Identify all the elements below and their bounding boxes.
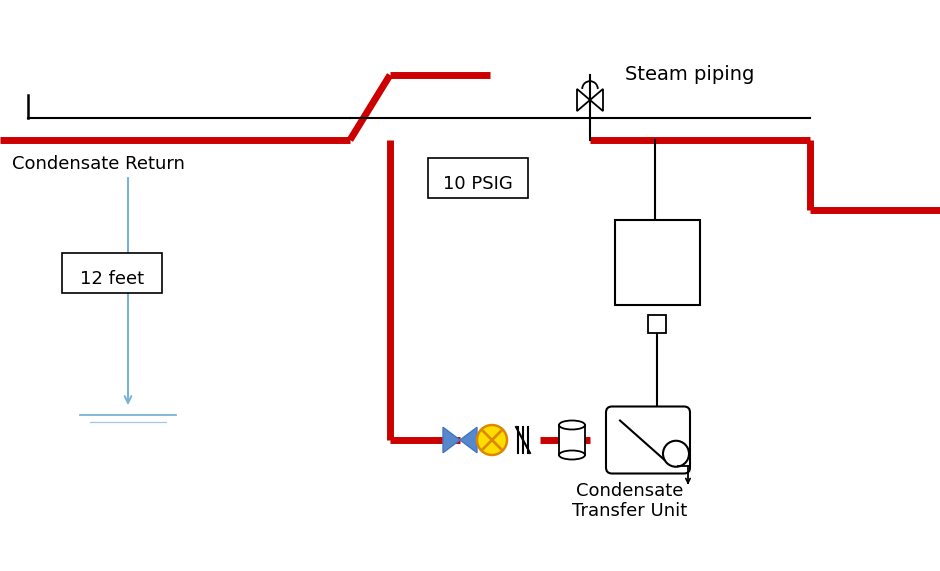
Bar [428, 158, 528, 198]
Text: Condensate Return: Condensate Return [12, 155, 185, 173]
Text: Steam piping: Steam piping [625, 65, 755, 84]
Polygon shape [460, 427, 477, 453]
Bar [62, 253, 162, 293]
Text: Transfer Unit: Transfer Unit [572, 502, 688, 520]
Text: 12 feet: 12 feet [80, 270, 144, 288]
Text: Condensate: Condensate [576, 482, 683, 500]
Polygon shape [590, 89, 603, 111]
FancyBboxPatch shape [606, 407, 690, 473]
Bar [615, 220, 700, 305]
Polygon shape [443, 427, 460, 453]
Ellipse shape [559, 420, 585, 429]
Text: 10 PSIG: 10 PSIG [443, 175, 513, 193]
Circle shape [663, 441, 689, 467]
Bar [648, 315, 666, 333]
Polygon shape [577, 89, 590, 111]
Bar [559, 425, 585, 455]
Circle shape [477, 425, 507, 455]
Ellipse shape [559, 451, 585, 460]
